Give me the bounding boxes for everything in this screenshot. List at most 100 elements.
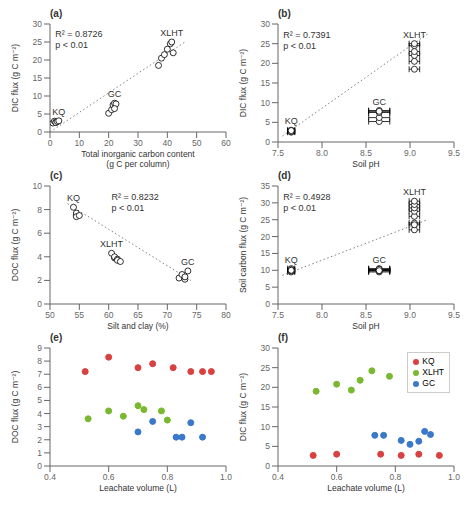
svg-text:8.5: 8.5 (360, 310, 372, 320)
svg-text:10: 10 (33, 182, 43, 191)
html-text:R² = 0.7391: R² = 0.7391 (283, 29, 331, 40)
svg-text:XLHT: XLHT (160, 28, 184, 38)
html-text:(d): (d) (278, 170, 291, 181)
html-text:(c): (c) (50, 170, 63, 181)
svg-text:8.0: 8.0 (316, 148, 328, 158)
svg-text:0.6: 0.6 (331, 472, 343, 482)
svg-text:8: 8 (37, 356, 42, 366)
svg-text:GC: GC (181, 257, 195, 267)
svg-text:KQ: KQ (285, 255, 298, 265)
svg-text:9: 9 (37, 344, 42, 353)
html-text:p < 0.01: p < 0.01 (111, 202, 145, 213)
svg-text:5: 5 (265, 441, 270, 451)
svg-text:9.5: 9.5 (448, 148, 460, 158)
svg-text:1.0: 1.0 (220, 472, 232, 482)
svg-text:4: 4 (37, 409, 42, 419)
svg-text:4: 4 (37, 252, 42, 262)
html-text:(a): (a) (50, 8, 63, 19)
svg-text:30: 30 (261, 344, 271, 353)
svg-text:3: 3 (37, 422, 42, 432)
svg-text:30: 30 (261, 198, 271, 208)
svg-text:25: 25 (261, 363, 271, 373)
svg-text:0: 0 (265, 461, 270, 471)
html-text:R² = 0.8232: R² = 0.8232 (111, 191, 159, 202)
svg-text:25: 25 (261, 39, 271, 49)
svg-text:KQ: KQ (67, 193, 80, 203)
svg-text:7: 7 (37, 369, 42, 379)
svg-text:0.4: 0.4 (272, 472, 284, 482)
svg-text:XLHT: XLHT (403, 30, 427, 40)
svg-text:5: 5 (265, 282, 270, 292)
html-text:p < 0.01: p < 0.01 (55, 40, 88, 51)
svg-text:0: 0 (37, 299, 42, 309)
svg-text:25: 25 (261, 215, 271, 225)
svg-text:20: 20 (33, 55, 43, 65)
svg-text:15: 15 (33, 73, 43, 83)
svg-text:0: 0 (265, 137, 270, 147)
html-text:(b): (b) (278, 8, 291, 19)
svg-text:GC: GC (372, 255, 386, 265)
html-text:R² = 0.8726: R² = 0.8726 (55, 29, 103, 40)
svg-text:50: 50 (192, 138, 202, 148)
svg-text:1: 1 (37, 448, 42, 458)
svg-text:XLHT: XLHT (100, 239, 124, 249)
svg-text:10: 10 (261, 422, 271, 432)
svg-text:0: 0 (37, 461, 42, 471)
svg-text:15: 15 (261, 402, 271, 412)
svg-text:20: 20 (261, 58, 271, 68)
svg-text:5: 5 (265, 117, 270, 127)
svg-text:9.0: 9.0 (404, 148, 416, 158)
svg-text:70: 70 (163, 310, 173, 320)
svg-text:7.5: 7.5 (272, 310, 284, 320)
html-text:R² = 0.4928: R² = 0.4928 (283, 191, 331, 202)
svg-text:25: 25 (33, 37, 43, 47)
svg-text:8: 8 (37, 205, 42, 215)
svg-text:50: 50 (45, 310, 55, 320)
svg-text:30: 30 (33, 20, 43, 29)
svg-text:15: 15 (261, 248, 271, 258)
svg-text:0.4: 0.4 (44, 472, 56, 482)
svg-text:80: 80 (221, 310, 231, 320)
svg-text:7.5: 7.5 (272, 148, 284, 158)
svg-text:8.0: 8.0 (316, 310, 328, 320)
svg-text:40: 40 (163, 138, 173, 148)
svg-text:5: 5 (37, 109, 42, 119)
svg-text:30: 30 (133, 138, 143, 148)
svg-text:30: 30 (261, 20, 271, 29)
svg-text:20: 20 (104, 138, 114, 148)
svg-text:KQ: KQ (285, 116, 298, 126)
svg-text:10: 10 (75, 138, 85, 148)
svg-text:0: 0 (48, 138, 53, 148)
svg-text:GC: GC (108, 89, 122, 99)
svg-text:9.0: 9.0 (404, 310, 416, 320)
svg-text:10: 10 (261, 98, 271, 108)
svg-text:55: 55 (75, 310, 85, 320)
svg-text:35: 35 (261, 182, 271, 191)
svg-text:9.5: 9.5 (448, 310, 460, 320)
svg-text:60: 60 (221, 138, 231, 148)
svg-text:1.0: 1.0 (448, 472, 460, 482)
svg-text:XLHT: XLHT (403, 187, 427, 197)
svg-text:0: 0 (37, 127, 42, 137)
svg-text:0: 0 (265, 299, 270, 309)
svg-text:2: 2 (37, 275, 42, 285)
svg-text:0.6: 0.6 (103, 472, 115, 482)
svg-text:65: 65 (133, 310, 143, 320)
svg-text:6: 6 (37, 382, 42, 392)
svg-text:KQ: KQ (52, 107, 65, 117)
svg-text:10: 10 (33, 91, 43, 101)
svg-text:5: 5 (37, 395, 42, 405)
svg-text:2: 2 (37, 435, 42, 445)
svg-text:8.5: 8.5 (360, 148, 372, 158)
svg-text:6: 6 (37, 228, 42, 238)
html-text:p < 0.01: p < 0.01 (283, 40, 316, 51)
svg-text:60: 60 (104, 310, 114, 320)
svg-text:20: 20 (261, 232, 271, 242)
svg-text:10: 10 (261, 265, 271, 275)
svg-text:20: 20 (261, 382, 271, 392)
svg-text:GC: GC (372, 97, 386, 107)
svg-text:75: 75 (192, 310, 202, 320)
svg-text:15: 15 (261, 78, 271, 88)
svg-text:0.8: 0.8 (161, 472, 173, 482)
svg-text:0.8: 0.8 (389, 472, 401, 482)
